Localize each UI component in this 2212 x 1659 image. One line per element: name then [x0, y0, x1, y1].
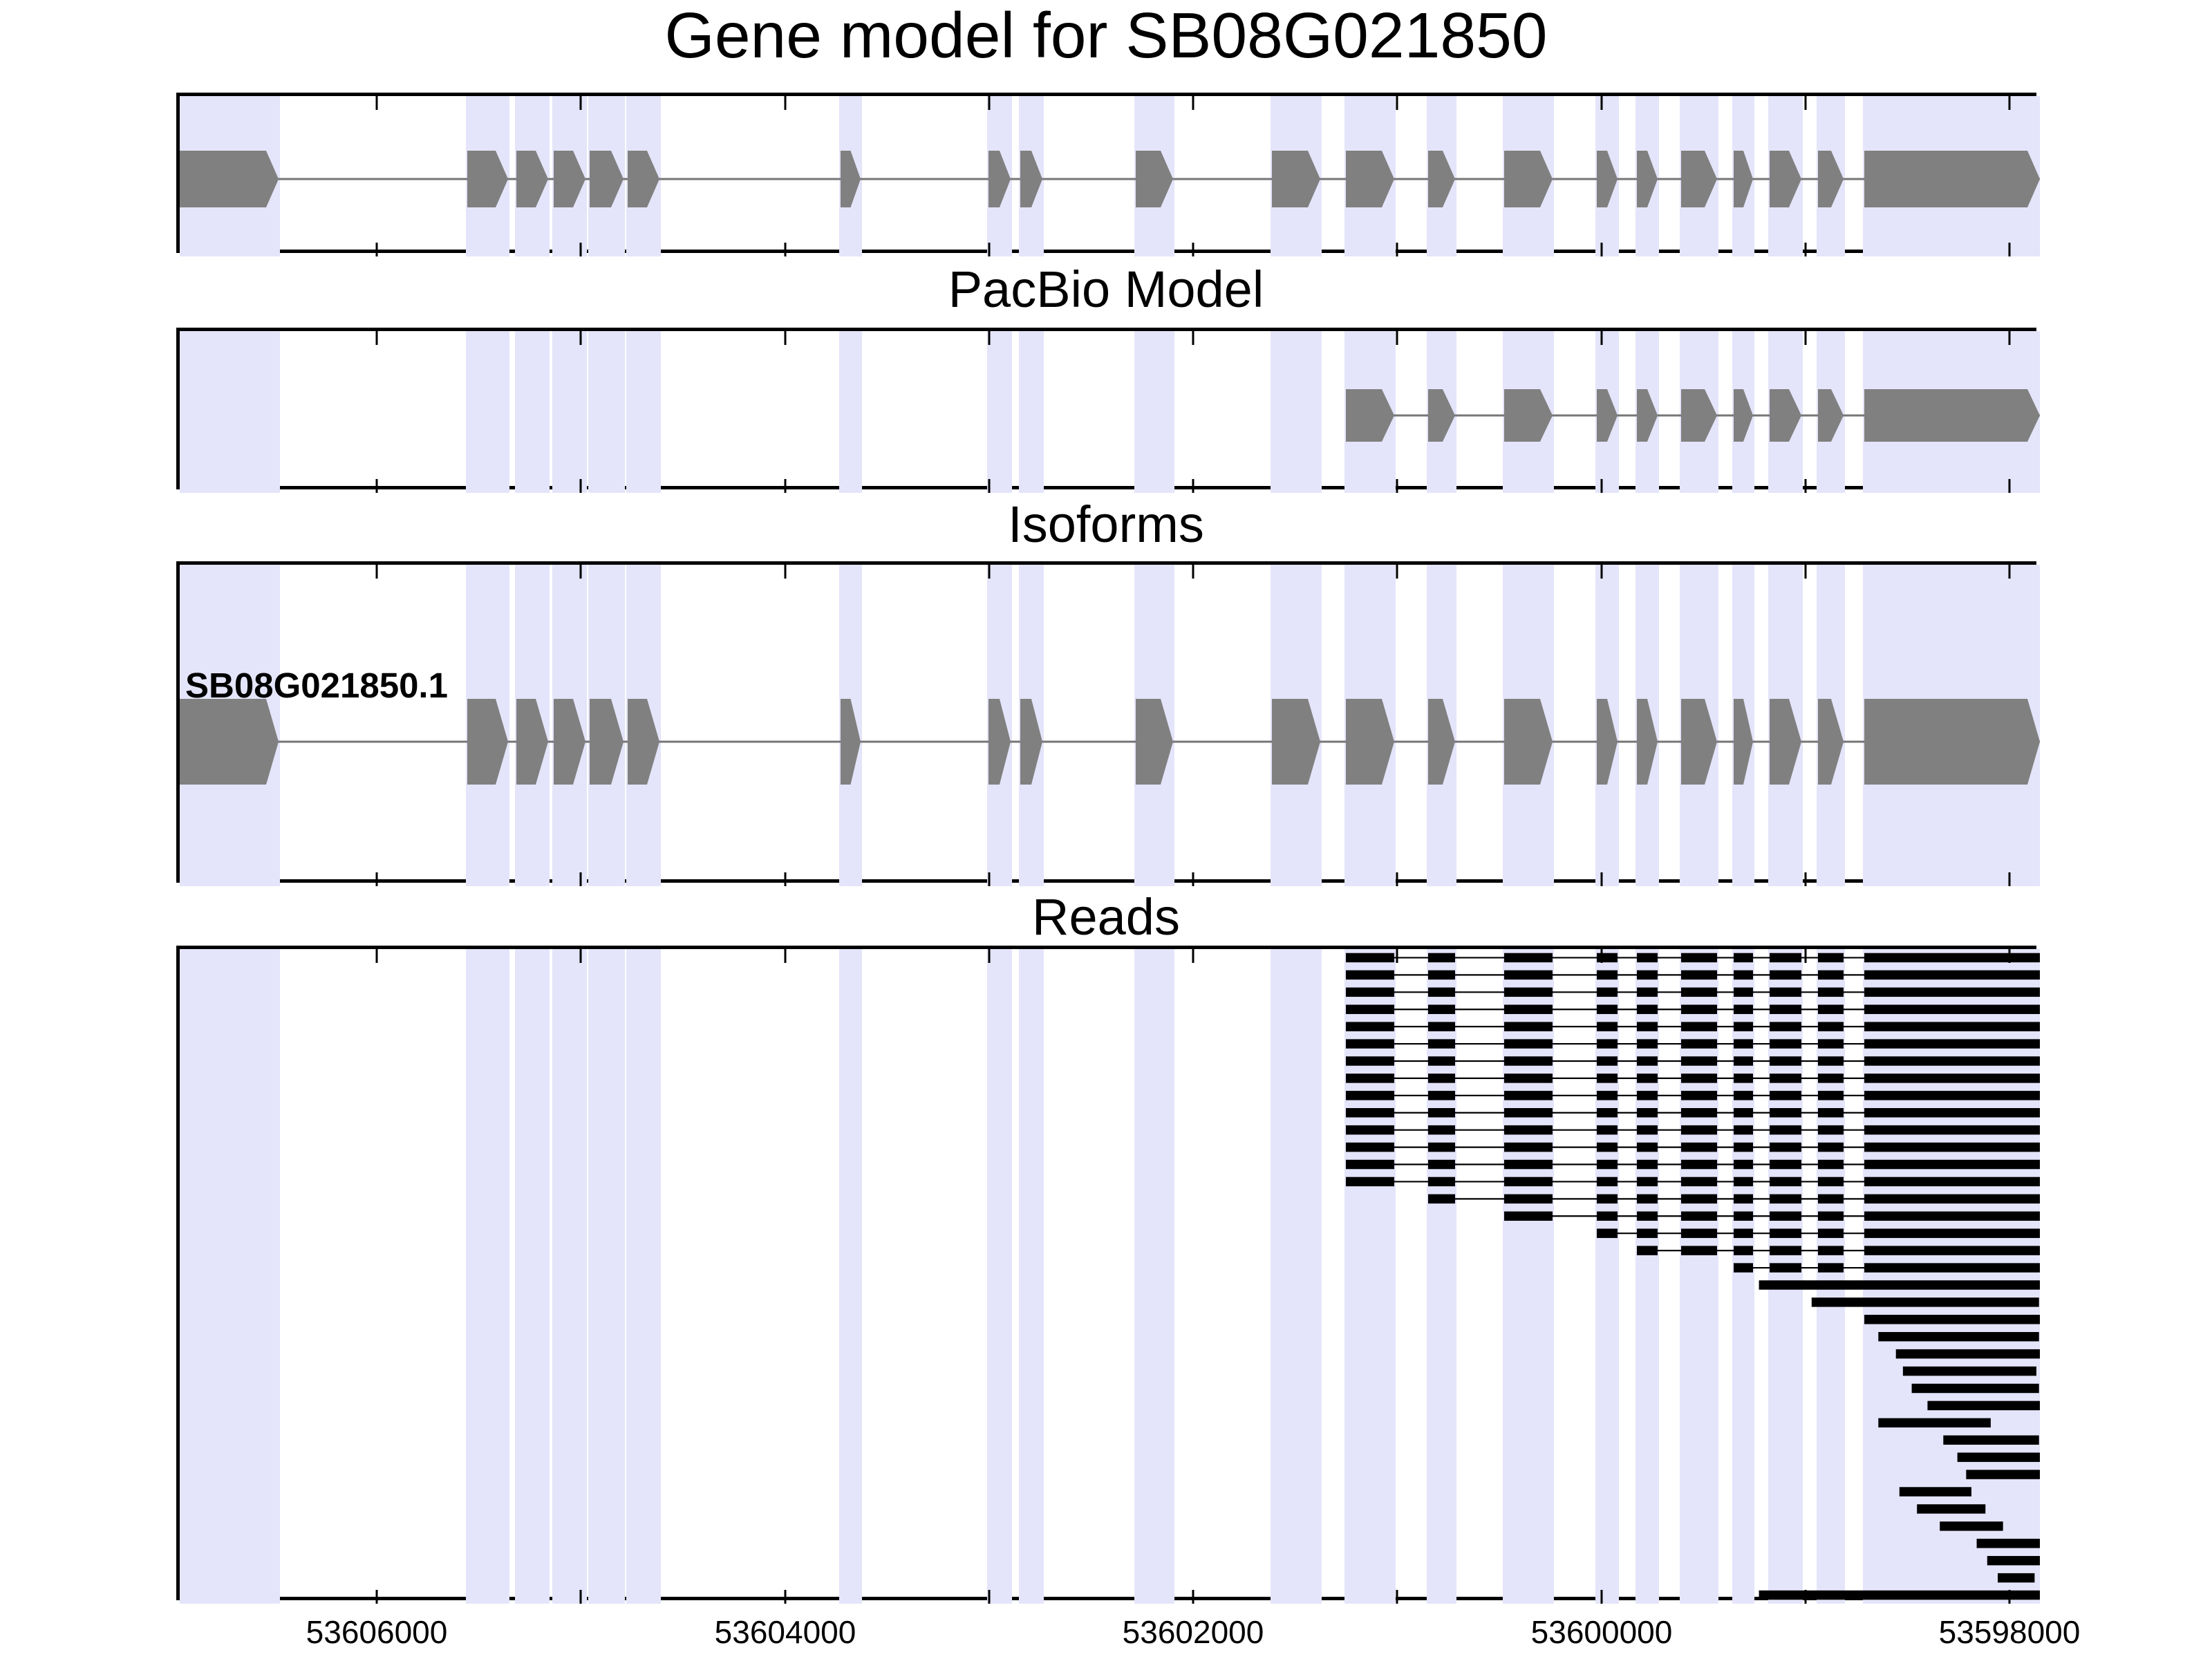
svg-text:SB08G021850.1: SB08G021850.1 [185, 666, 448, 705]
